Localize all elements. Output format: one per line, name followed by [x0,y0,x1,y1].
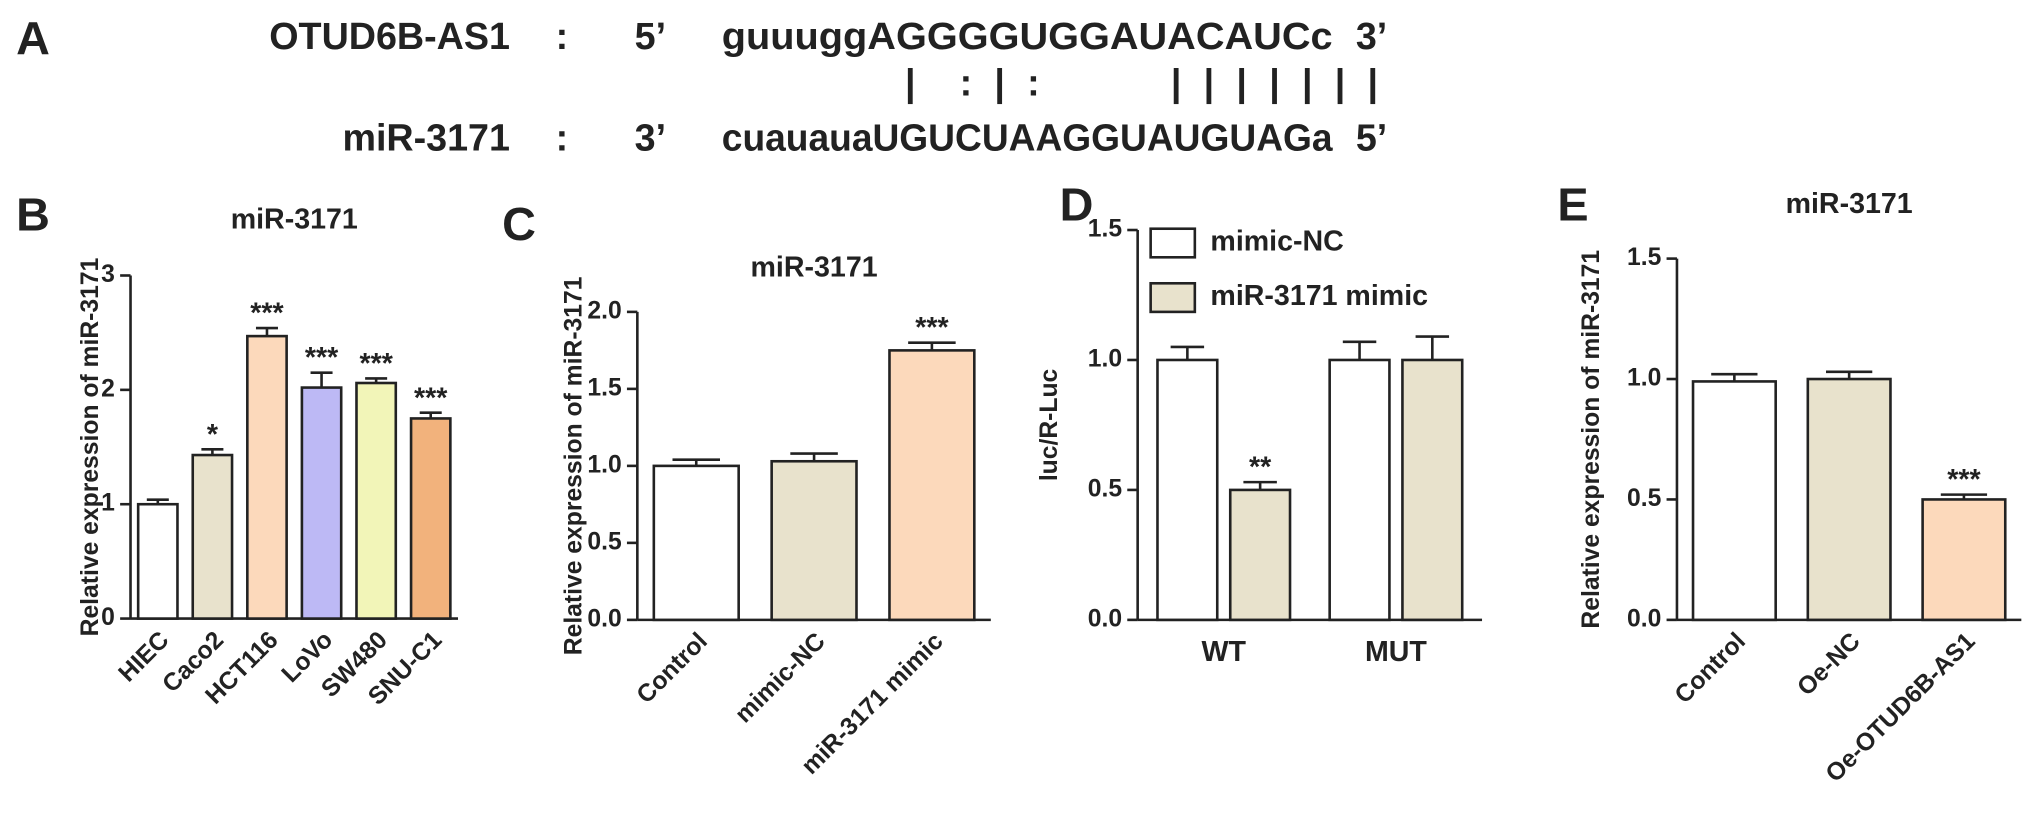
x-tick-label: Control [632,628,713,709]
y-tick-label: 0 [101,604,115,631]
y-tick-label: 3 [101,261,115,288]
y-tick-label: 1.5 [1088,216,1123,243]
x-tick-label: Control [1670,628,1751,709]
y-tick-label: 2 [101,375,115,402]
y-tick-label: 1.0 [587,451,621,478]
bar [191,453,234,620]
y-axis-label: Relative expression of miR-3171 [1578,250,1605,629]
bar [888,349,976,622]
chart-title: miR-3171 [751,252,878,284]
bar [770,459,858,622]
legend-label: miR-3171 mimic [1210,280,1428,312]
bar [652,464,740,622]
x-tick-label: MUT [1365,636,1427,668]
y-tick-label: 1.0 [1088,345,1122,372]
bar [1328,358,1391,622]
bar [300,386,343,620]
bar [355,381,398,620]
significance-label: *** [359,348,393,380]
significance-label: *** [1947,464,1981,496]
y-tick-label: 1.5 [587,374,622,401]
x-tick-label: WT [1202,636,1247,668]
y-axis-label: luc/R-Luc [1036,369,1063,481]
sequence: cuauauaUGUCUAAGGUAUGUAGa [722,116,1334,158]
sequence-end: 5’ [1356,116,1387,158]
legend-swatch [1149,227,1197,259]
bar [246,334,288,620]
bar [1691,380,1777,622]
x-tick-label: mimic-NC [730,628,831,729]
y-axis-label: Relative expression of miR-3171 [560,276,587,655]
y-tick-label: 1.0 [1627,365,1661,392]
legend-swatch [1149,281,1197,314]
bar [1156,358,1219,622]
bar [409,417,452,620]
y-tick-label: 1 [101,490,115,517]
chart-title: miR-3171 [1786,188,1913,220]
significance-label: *** [250,298,284,330]
sequence: guuuggAGGGGUGGAUACAUCc [722,15,1333,57]
y-tick-label: 0.5 [587,528,622,555]
sequence-start: 5’ [635,15,666,57]
bar [1806,377,1892,622]
significance-label: *** [305,342,339,374]
y-tick-label: 2.0 [587,297,621,324]
sequence-end: 3’ [1356,15,1387,57]
y-axis-label: Relative expression of miR-3171 [77,257,104,636]
pairing: | : | : | | | | | | | [905,62,1378,105]
sequence-name: OTUD6B-AS1 [269,15,510,57]
y-tick-label: 1.5 [1627,244,1662,271]
bar [1401,358,1464,622]
separator: : [556,15,569,57]
bar [1228,488,1292,622]
panel-letter: B [16,189,50,241]
y-tick-label: 0.5 [1088,475,1123,502]
sequence-name: miR-3171 [342,116,510,158]
separator: : [556,116,569,158]
x-tick-label: Oe-NC [1792,628,1866,702]
sequence-start: 3’ [635,116,666,158]
significance-label: *** [915,312,949,344]
panel-letter: D [1060,178,1094,230]
y-tick-label: 0.0 [1088,605,1122,632]
y-tick-label: 0.0 [1627,605,1661,632]
panel-letter: C [502,198,536,250]
y-tick-label: 0.5 [1627,485,1662,512]
significance-label: * [207,419,219,451]
bar [1921,498,2007,622]
chart-title: miR-3171 [231,203,358,235]
significance-label: *** [414,382,448,414]
panel-letter: E [1557,178,1588,230]
significance-label: ** [1249,452,1272,484]
bar [136,502,179,620]
y-tick-label: 0.0 [587,605,621,632]
legend-label: mimic-NC [1210,226,1343,258]
panel-letter: A [16,12,50,64]
